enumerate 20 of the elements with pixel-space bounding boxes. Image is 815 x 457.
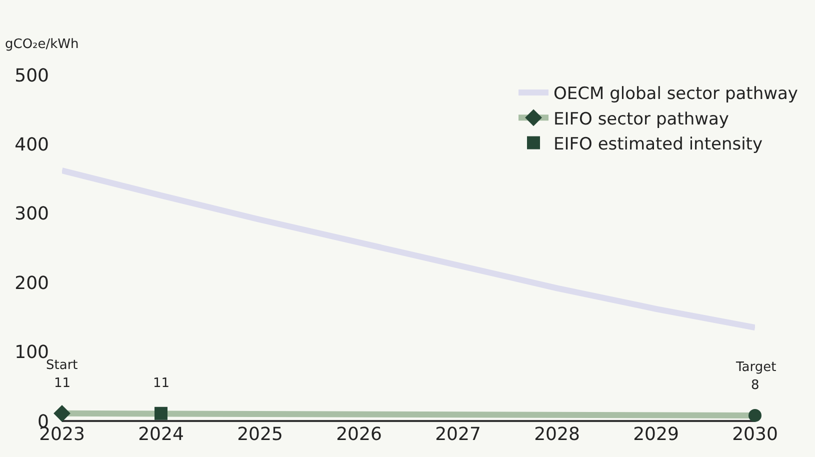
y-tick-label: 300 [14, 204, 49, 225]
annotation: Start [46, 358, 78, 373]
y-tick-label: 200 [14, 272, 49, 294]
x-tick-label: 2024 [138, 424, 184, 445]
x-tick-label: 2025 [237, 424, 283, 445]
legend-label: EIFO sector pathway [554, 109, 729, 130]
x-tick-label: 2028 [534, 424, 580, 445]
y-tick-label: 400 [14, 134, 49, 156]
x-tick-label: 2026 [336, 424, 382, 445]
x-tick-label: 2027 [435, 424, 481, 445]
legend-label: EIFO estimated intensity [554, 134, 763, 154]
data-label: 11 [153, 376, 170, 391]
x-tick-label: 2030 [732, 424, 778, 445]
data-label: 11 [54, 376, 71, 391]
y-axis-title: gCO₂e/kWh [5, 37, 79, 52]
x-tick-label: 2029 [633, 424, 679, 445]
annotation: Target [735, 360, 776, 375]
y-tick-label: 500 [14, 65, 49, 86]
legend-label: OECM global sector pathway [554, 84, 798, 104]
data-label: 8 [751, 378, 760, 393]
